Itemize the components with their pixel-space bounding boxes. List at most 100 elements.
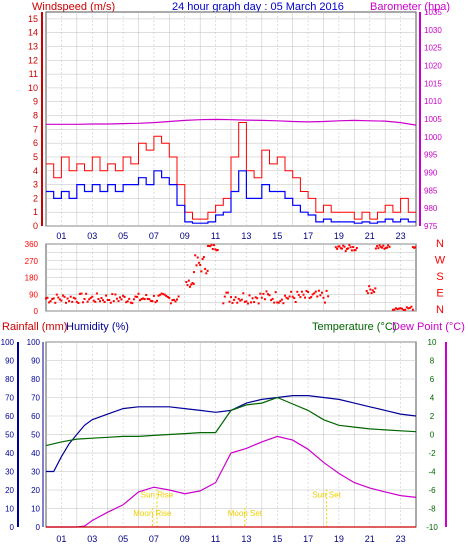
direction-point [156, 300, 158, 302]
direction-point [84, 298, 86, 300]
x-tick-label: 03 [87, 534, 97, 544]
wind-tick-label: 14 [28, 28, 38, 38]
direction-point [301, 291, 303, 293]
direction-point [145, 294, 147, 296]
rainfall-tick-label: 50 [5, 431, 14, 440]
direction-point [193, 271, 195, 273]
direction-point [281, 299, 283, 301]
direction-point [82, 301, 84, 303]
x-tick-label: 09 [180, 231, 190, 241]
direction-point [91, 296, 93, 298]
direction-point [196, 264, 198, 266]
direction-point [74, 298, 76, 300]
x-tick-label: 23 [396, 231, 406, 241]
direction-point [298, 294, 300, 296]
direction-point [373, 291, 375, 293]
x-tick-label: 19 [334, 231, 344, 241]
humidity-axis-label: Humidity (%) [66, 321, 129, 333]
direction-point [355, 249, 357, 251]
direction-point [230, 296, 232, 298]
direction-point [118, 300, 120, 302]
direction-point [282, 302, 284, 304]
direction-point [316, 296, 318, 298]
annotation-label: Moon Set [228, 509, 263, 518]
direction-point [321, 292, 323, 294]
direction-point [250, 301, 252, 303]
humidity-tick-label: 100 [27, 338, 41, 347]
direction-point [77, 302, 79, 304]
direction-tick-label: 0 [34, 307, 39, 316]
direction-point [284, 295, 286, 297]
compass-letter: E [436, 288, 443, 300]
humidity-tick-label: 30 [31, 468, 40, 477]
temperature-tick-label: 2 [430, 412, 435, 421]
x-tick-label: 17 [303, 231, 313, 241]
windspeed-axis-label: Windspeed (m/s) [32, 1, 115, 13]
wind-tick-label: 9 [33, 97, 38, 107]
barometer-tick-label: 975 [424, 222, 438, 231]
direction-point [290, 291, 292, 293]
direction-point [110, 302, 112, 304]
temperature-axis-label: Temperature (°C) [312, 321, 396, 333]
x-tick-label: 11 [211, 231, 220, 241]
wind-panel: 0123456789101112131415975980985990995100… [28, 8, 442, 241]
direction-point [367, 292, 369, 294]
x-tick-label: 07 [149, 534, 159, 544]
x-tick-label: 05 [118, 231, 128, 241]
direction-point [233, 299, 235, 301]
direction-point [404, 309, 406, 311]
direction-point [323, 297, 325, 299]
temperature-tick-label: -4 [428, 468, 436, 477]
humidity-tick-label: 60 [31, 412, 40, 421]
direction-point [327, 295, 329, 297]
annotation-label: Sun Rise [141, 490, 174, 499]
direction-point [197, 257, 199, 259]
direction-point [68, 300, 70, 302]
direction-point [318, 290, 320, 292]
direction-point [375, 248, 377, 250]
direction-point [386, 247, 388, 249]
direction-point [235, 296, 237, 298]
direction-point [315, 291, 317, 293]
rainfall-tick-label: 0 [10, 523, 15, 532]
wind-tick-label: 3 [33, 180, 38, 190]
direction-point [249, 294, 251, 296]
direction-point [194, 254, 196, 256]
direction-point [272, 298, 274, 300]
direction-point [242, 292, 244, 294]
direction-point [229, 301, 231, 303]
direction-point [71, 301, 73, 303]
humidity-tick-label: 90 [31, 357, 40, 366]
direction-point [207, 270, 209, 272]
direction-point [368, 285, 370, 287]
x-tick-label: 15 [272, 231, 282, 241]
temperature-tick-label: 0 [430, 431, 435, 440]
graph-title: 24 hour graph day : 05 March 2016 [172, 1, 344, 13]
direction-point [104, 301, 106, 303]
rainfall-tick-label: 20 [5, 486, 14, 495]
direction-point [273, 302, 275, 304]
direction-point [168, 297, 170, 299]
compass-letter: N [436, 238, 444, 250]
direction-point [264, 298, 266, 300]
direction-point [114, 294, 116, 296]
direction-point [252, 297, 254, 299]
direction-point [136, 296, 138, 298]
direction-point [53, 297, 55, 299]
direction-point [389, 246, 391, 248]
temperature-panel: 0 010 1020 2030 3040 4050 5060 6070 7080 8090 9010… [1, 338, 446, 544]
direction-point [96, 293, 98, 295]
direction-tick-label: 90 [29, 290, 38, 299]
direction-point [319, 294, 321, 296]
x-tick-label: 01 [56, 534, 66, 544]
direction-point [310, 296, 312, 298]
direction-point [241, 299, 243, 301]
rainfall-axis-label: Rainfall (mm) [2, 321, 67, 333]
direction-point [350, 246, 352, 248]
direction-point [60, 300, 62, 302]
temperature-tick-label: 6 [430, 375, 435, 384]
direction-point [153, 295, 155, 297]
direction-point [99, 300, 101, 302]
direction-point [128, 298, 130, 300]
